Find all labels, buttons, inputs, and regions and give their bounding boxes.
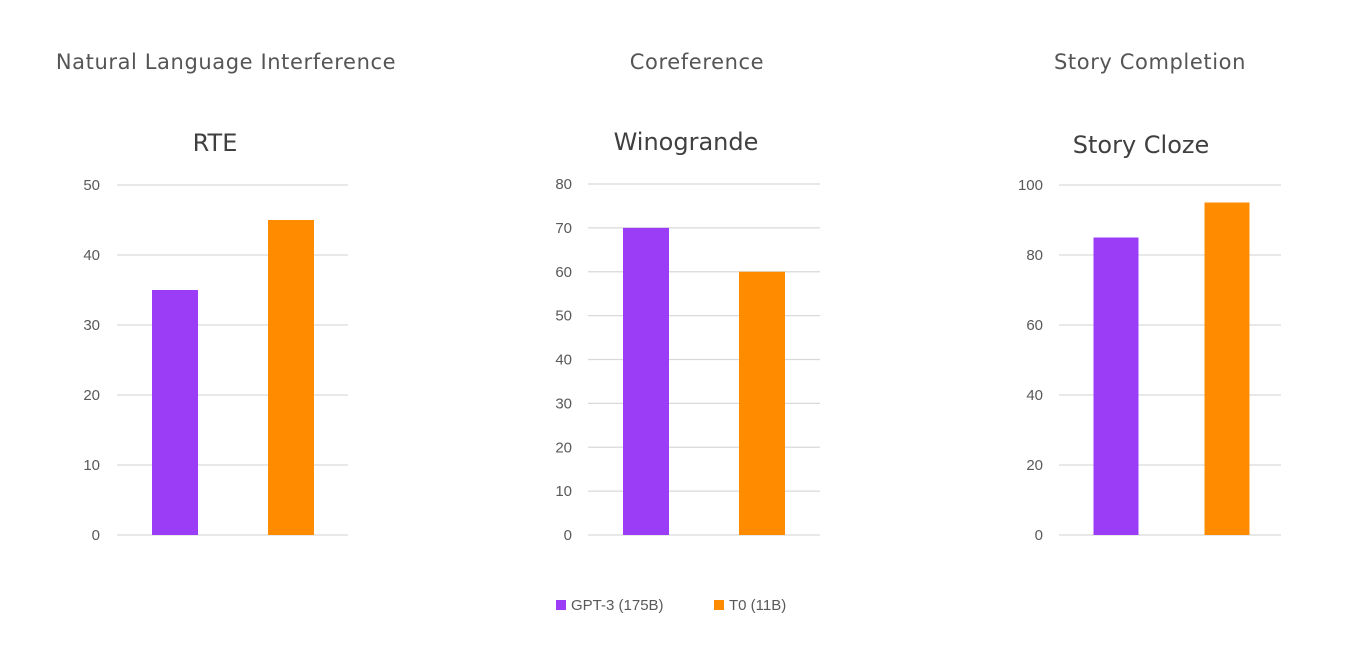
y-tick-label: 20 [1026,457,1043,474]
y-tick-label: 50 [555,308,572,325]
bars [152,220,314,535]
legend-swatch [714,600,724,610]
y-tick-label: 20 [83,387,100,404]
gridlines [588,183,820,536]
legend-swatch [556,600,566,610]
y-tick-label: 70 [555,220,572,237]
category-title: Coreference [630,50,764,74]
legend: GPT-3 (175B) T0 (11B) [556,597,786,614]
y-tick-label: 80 [1026,247,1043,264]
bar-t0 [739,271,785,535]
y-tick-label: 50 [83,177,100,194]
category-title: Natural Language Interference [56,50,396,74]
legend-label: T0 (11B) [729,597,786,614]
y-tick-label: 20 [555,439,572,456]
chart-panel-2: Coreference Winogrande 0 10 20 30 40 50 60 70 80 [555,50,820,544]
y-tick-label: 40 [555,352,572,369]
y-tick-label: 40 [83,247,100,264]
category-title: Story Completion [1054,50,1246,74]
legend-item-t0: T0 (11B) [714,597,786,614]
y-tick-label: 10 [555,483,572,500]
y-axis-ticks: 0 10 20 30 40 50 60 70 80 [555,176,572,544]
y-tick-label: 60 [1026,317,1043,334]
y-tick-label: 0 [92,527,100,544]
legend-item-gpt3: GPT-3 (175B) [556,597,664,614]
y-tick-label: 100 [1018,177,1043,194]
legend-label: GPT-3 (175B) [571,597,664,614]
bar-gpt3 [152,290,198,535]
bar-gpt3 [623,227,669,535]
y-tick-label: 0 [564,527,572,544]
bars [623,227,785,535]
chart-panel-1: Natural Language Interference RTE 0 10 20 30 4… [56,50,396,544]
y-tick-label: 30 [83,317,100,334]
y-tick-label: 10 [83,457,100,474]
y-tick-label: 30 [555,395,572,412]
y-tick-label: 60 [555,264,572,281]
y-axis-ticks: 0 20 40 60 80 100 [1018,177,1043,544]
y-tick-label: 0 [1035,527,1043,544]
chart-title: RTE [193,129,238,157]
bar-t0 [268,220,314,535]
bars [1093,202,1250,535]
chart-title: Winogrande [614,128,759,156]
y-tick-label: 40 [1026,387,1043,404]
chart-title: Story Cloze [1073,131,1210,159]
y-axis-ticks: 0 10 20 30 40 50 [83,177,100,544]
bar-t0 [1204,202,1250,535]
bar-gpt3 [1093,237,1139,535]
chart-panel-3: Story Completion Story Cloze 0 20 40 60 80 100 [1018,50,1281,544]
y-tick-label: 80 [555,176,572,193]
chart-panels: Natural Language Interference RTE 0 10 20 30 4… [56,50,1281,544]
